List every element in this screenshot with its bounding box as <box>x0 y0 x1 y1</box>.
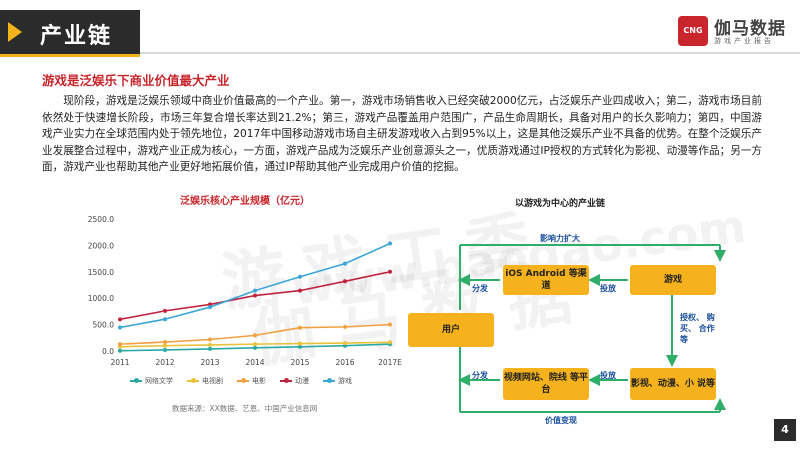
legend-swatch-icon <box>280 378 292 383</box>
data-point <box>208 337 212 342</box>
legend-label: 动漫 <box>295 377 309 385</box>
page-number: 4 <box>774 419 796 441</box>
legend-label: 电影 <box>252 377 266 385</box>
y-tick-label: 2500.0 <box>88 215 114 224</box>
data-point <box>298 274 302 279</box>
line-chart: 0.0 500.0 1000.0 1500.0 2000.0 2500.0 2011 2012… <box>88 215 402 367</box>
data-point <box>253 345 257 350</box>
data-point <box>208 305 212 310</box>
data-point <box>388 269 392 274</box>
title-bar: 产业链 <box>0 10 140 57</box>
body-paragraph: 现阶段，游戏是泛娱乐领域中商业价值最高的一个产业。第一，游戏市场销售收入已经突破… <box>42 95 762 174</box>
label-distribute-top: 分发 <box>472 284 488 293</box>
x-tick-label: 2012 <box>155 358 174 367</box>
legend-item: 电影 <box>237 376 266 386</box>
logo: CNG 伽马数据 游戏产业报告 <box>678 14 788 54</box>
label-deliver-top: 投放 <box>600 284 616 293</box>
x-tick-label: 2013 <box>200 358 219 367</box>
series-line <box>119 242 391 329</box>
data-point <box>388 322 392 327</box>
legend-item: 动漫 <box>280 376 309 386</box>
data-point <box>253 342 257 347</box>
data-point <box>118 342 122 347</box>
chart-legend: 网络文学 电视剧 电影 动漫 游戏 <box>130 376 352 386</box>
x-tick-label: 2016 <box>335 358 354 367</box>
legend-label: 网络文学 <box>145 377 173 385</box>
logo-name: 伽马数据 <box>714 19 786 39</box>
header: 产业链 CNG 伽马数据 游戏产业报告 <box>0 0 800 64</box>
data-point <box>388 241 392 246</box>
data-point <box>298 288 302 293</box>
x-tick-label: 2011 <box>110 358 129 367</box>
y-tick-label: 1500.0 <box>88 268 114 277</box>
node-media: 影视、动漫、小 说等 <box>630 368 716 400</box>
legend-item: 游戏 <box>323 376 352 386</box>
page-title: 产业链 <box>40 24 113 49</box>
legend-swatch-icon <box>323 378 335 383</box>
x-tick-label: 2017E <box>378 358 402 367</box>
data-point <box>163 343 167 348</box>
node-video-platforms: 视频网站、院线 等平台 <box>503 368 589 400</box>
data-point <box>388 340 392 345</box>
label-distribute-bottom: 分发 <box>472 371 488 380</box>
data-point <box>253 293 257 298</box>
label-license: 授权、 购买、 合作等 <box>680 313 715 344</box>
y-tick-label: 2000.0 <box>88 241 114 250</box>
data-point <box>118 348 122 353</box>
data-point <box>118 317 122 322</box>
node-user: 用户 <box>408 313 494 347</box>
header-divider <box>140 52 800 54</box>
data-point <box>253 288 257 293</box>
legend-item: 电视剧 <box>187 376 223 386</box>
data-point <box>163 347 167 352</box>
legend-label: 电视剧 <box>202 377 223 385</box>
legend-label: 游戏 <box>338 377 352 385</box>
data-point <box>343 341 347 346</box>
diagram-title: 以游戏为中心的产业链 <box>515 199 606 209</box>
data-point <box>343 324 347 329</box>
data-point <box>163 340 167 345</box>
data-point <box>343 261 347 266</box>
label-influence: 影响力扩大 <box>540 234 580 243</box>
data-point <box>208 342 212 347</box>
node-game: 游戏 <box>630 265 716 295</box>
label-deliver-bottom: 投放 <box>600 371 616 380</box>
title-arrow-icon <box>8 22 22 42</box>
legend-swatch-icon <box>187 378 199 383</box>
legend-swatch-icon <box>130 378 142 383</box>
y-tick-label: 0.0 <box>102 347 114 356</box>
data-point <box>163 317 167 322</box>
data-point <box>343 279 347 284</box>
node-os-channels: iOS Android 等渠道 <box>503 265 589 295</box>
y-tick-label: 500.0 <box>93 321 115 330</box>
y-tick-label: 1000.0 <box>88 294 114 303</box>
industry-chain-diagram <box>458 244 726 413</box>
data-point <box>253 333 257 338</box>
chart-title: 泛娱乐核心产业规模（亿元） <box>180 196 310 207</box>
data-point <box>163 308 167 313</box>
x-tick-label: 2014 <box>245 358 264 367</box>
logo-tagline: 游戏产业报告 <box>714 37 774 45</box>
legend-item: 网络文学 <box>130 376 173 386</box>
label-value: 价值变现 <box>545 416 577 425</box>
data-point <box>208 346 212 351</box>
legend-swatch-icon <box>237 378 249 383</box>
section-heading: 游戏是泛娱乐下商业价值最大产业 <box>42 73 230 88</box>
data-point <box>298 344 302 349</box>
data-point <box>118 325 122 330</box>
data-point <box>298 325 302 330</box>
data-point <box>298 341 302 346</box>
x-tick-label: 2015 <box>290 358 309 367</box>
logo-badge-icon: CNG <box>678 16 708 46</box>
chart-source: 数据来源：XX数据、艺恩、中国产业信息网 <box>172 404 318 413</box>
